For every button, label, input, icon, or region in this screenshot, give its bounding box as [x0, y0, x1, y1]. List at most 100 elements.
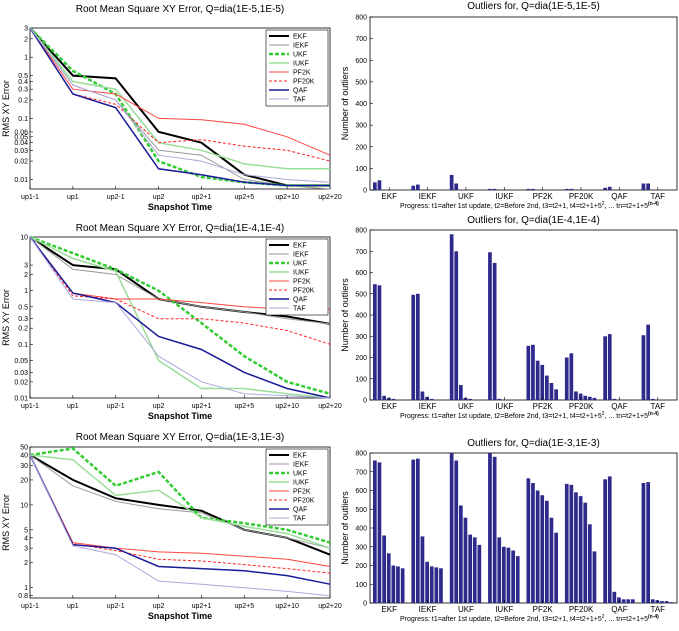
x-tick-label: up2+1 — [192, 194, 212, 201]
y-tick-label: 200 — [355, 563, 367, 570]
bar — [396, 566, 400, 603]
x-tick-label: up2+5 — [234, 603, 254, 610]
y-tick-label: 0.5 — [18, 304, 28, 311]
legend: EKF IEKF UKF IUKF PF2K PF20K QAF TAF — [265, 238, 329, 316]
bar — [588, 524, 592, 604]
y-tick-label: 10 — [20, 235, 28, 242]
y-tick-label: 4 — [24, 535, 28, 542]
bar — [578, 393, 583, 400]
x-tick-label: up2+10 — [275, 194, 299, 201]
y-tick-label: 2 — [24, 560, 28, 567]
legend-entry: TAF — [293, 306, 306, 313]
category-label: TAF — [651, 402, 666, 411]
bar — [429, 566, 434, 603]
bar — [492, 188, 497, 190]
bar — [607, 334, 612, 400]
y-tick-label: 700 — [355, 36, 367, 43]
category-label: IEKF — [419, 605, 437, 614]
bar — [492, 262, 497, 400]
series-line-pf2k — [29, 454, 331, 567]
y-tick-label: 300 — [355, 544, 367, 551]
bar — [646, 324, 650, 400]
chart-title: Outliers for, Q=dia(1E-4,1E-4) — [467, 215, 600, 226]
series-line-iukf — [29, 27, 330, 170]
y-tick-label: 40 — [20, 453, 28, 460]
y-tick-label: 0 — [363, 188, 367, 195]
bar — [377, 462, 382, 603]
legend-entry: UKF — [293, 52, 307, 59]
bar — [669, 602, 674, 603]
bar — [531, 483, 535, 603]
x-tick-label: up2+20 — [318, 603, 342, 610]
bar — [468, 398, 472, 400]
x-tick-label: up2 — [153, 603, 165, 610]
x-tick-label: up2 — [153, 403, 165, 410]
x-tick-label: up1 — [67, 194, 79, 201]
bar — [400, 568, 405, 603]
bar — [434, 567, 439, 603]
y-tick-label: 0.2 — [18, 97, 28, 104]
x-tick-label: up1-1 — [21, 194, 39, 201]
chart-title: Outliers for, Q=dia(1E-3,1E-3) — [467, 438, 600, 449]
x-axis-label: Snapshot Time — [148, 611, 212, 621]
bar — [449, 234, 454, 401]
y-tick-label: 0.1 — [18, 116, 28, 123]
legend-entry: QAF — [293, 507, 307, 514]
bar — [382, 535, 386, 603]
legend-entry: TAF — [293, 97, 306, 104]
bar — [554, 532, 558, 603]
y-tick-label: 5 — [24, 527, 28, 534]
x-tick-label: up2+10 — [275, 403, 299, 410]
y-tick-label: 500 — [355, 291, 367, 298]
y-tick-label: 0.04 — [14, 140, 28, 147]
bar — [660, 601, 664, 603]
bar — [540, 495, 545, 603]
bar — [454, 251, 459, 401]
legend-entry: UKF — [293, 261, 307, 268]
bar — [411, 459, 416, 603]
bar — [488, 453, 492, 603]
y-tick-label: 50 — [20, 445, 28, 452]
bar — [646, 482, 650, 603]
series-line-iekf — [29, 454, 331, 549]
y-tick-label: 2 — [24, 36, 28, 43]
category-label: IEKF — [419, 402, 437, 411]
bar — [420, 536, 425, 603]
category-label: QAF — [611, 402, 628, 411]
legend-entry: PF2K — [293, 489, 311, 496]
bar — [535, 360, 540, 400]
y-tick-label: 0 — [363, 398, 367, 405]
x-tick-label: up2+20 — [318, 403, 342, 410]
legend-entry: TAF — [293, 516, 306, 523]
x-tick-label: up1 — [67, 603, 79, 610]
bar — [549, 383, 554, 400]
bar — [477, 544, 482, 603]
y-axis-label: RMS XY Error — [1, 289, 11, 346]
y-tick-label: 600 — [355, 58, 367, 65]
legend-entry: PF2K — [293, 70, 311, 77]
bar — [526, 188, 531, 190]
y-tick-label: 0.1 — [18, 342, 28, 349]
category-label: IUKF — [495, 605, 513, 614]
y-tick-label: 0.01 — [14, 177, 28, 184]
bar — [377, 285, 382, 401]
legend: EKF IEKF UKF IUKF PF2K PF20K QAF TAF — [265, 29, 329, 107]
series-line-taf — [29, 27, 331, 183]
legend-entry: EKF — [293, 453, 307, 460]
category-label: UKF — [458, 402, 474, 411]
category-label: EKF — [381, 402, 397, 411]
y-tick-label: 400 — [355, 313, 367, 320]
bar — [626, 599, 631, 604]
x-tick-label: up2-1 — [107, 194, 125, 201]
bar — [646, 183, 650, 190]
category-label: QAF — [611, 605, 628, 614]
bar — [564, 357, 569, 400]
y-tick-label: 3 — [24, 546, 28, 553]
bar — [612, 591, 617, 604]
bar — [621, 599, 626, 604]
bar — [603, 187, 607, 190]
y-axis-label: RMS XY Error — [1, 80, 11, 137]
bar — [545, 500, 549, 603]
bar — [607, 186, 612, 190]
y-tick-label: 10 — [20, 502, 28, 509]
